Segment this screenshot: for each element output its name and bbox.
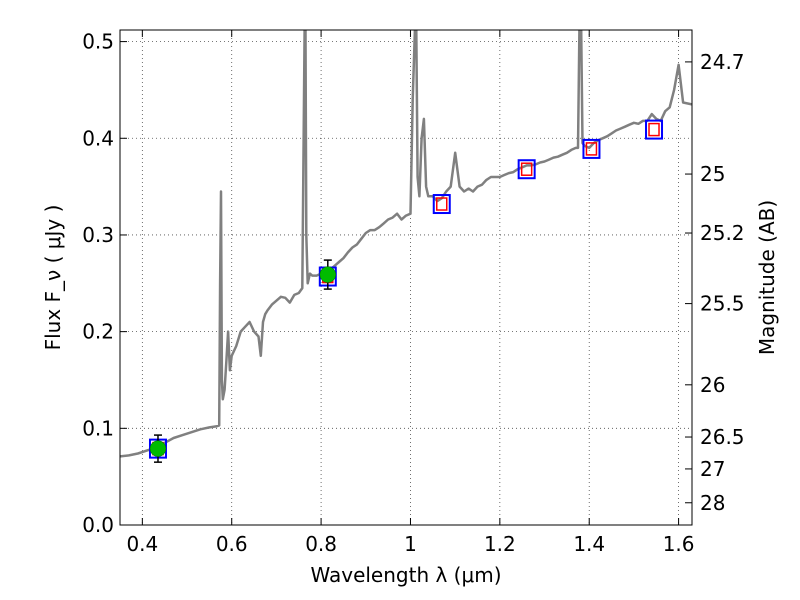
y-tick-label: 0.4 xyxy=(82,126,114,150)
y-tick-label: 0.1 xyxy=(82,416,114,440)
x-tick-label: 1 xyxy=(404,532,417,556)
y2-tick-label: 27 xyxy=(700,457,725,481)
x-axis-label: Wavelength λ (μm) xyxy=(310,563,501,587)
model-sed-series xyxy=(120,30,692,458)
y2-tick-label: 28 xyxy=(700,491,725,515)
observed-photometry-point xyxy=(149,440,167,457)
observed-photometry-point xyxy=(319,266,337,283)
model-photometry-series xyxy=(148,119,664,459)
y2-tick-label: 25 xyxy=(700,162,725,186)
y2-tick-labels: 24.7 25 25.2 25.5 26 26.5 27 28 xyxy=(700,50,745,515)
model-photometry-box xyxy=(645,119,664,140)
x-tick-label: 1.4 xyxy=(573,532,605,556)
y-tick-label: 0.5 xyxy=(82,30,114,54)
x-tick-label: 1.2 xyxy=(484,532,516,556)
model-photometry-marker xyxy=(585,142,598,156)
model-photometry-marker xyxy=(436,197,448,211)
model-photometry-marker xyxy=(520,162,533,176)
x-tick-label: 0.8 xyxy=(305,532,337,556)
y-tick-label: 0.0 xyxy=(82,513,114,537)
axis-ticks xyxy=(120,30,692,526)
x-tick-labels: 0.4 0.6 0.8 1 1.2 1.4 1.6 xyxy=(126,532,694,556)
plot-frame xyxy=(119,29,693,526)
y2-tick-label: 25.2 xyxy=(700,221,745,245)
y-tick-label: 0.3 xyxy=(82,223,114,247)
y-tick-labels: 0.0 0.1 0.2 0.3 0.4 0.5 xyxy=(82,30,114,537)
model-photometry-marker xyxy=(648,122,660,137)
grid-lines xyxy=(120,30,692,526)
y2-tick-label: 26.5 xyxy=(700,425,745,449)
sed-line xyxy=(120,30,692,458)
y-axis-label: Flux F_ν ( μJy ) xyxy=(41,205,65,351)
model-photometry-box xyxy=(517,159,536,180)
y2-tick-label: 25.5 xyxy=(700,292,745,316)
y2-axis-label: Magnitude (AB) xyxy=(755,200,779,355)
x-tick-label: 0.6 xyxy=(216,532,248,556)
x-tick-label: 0.4 xyxy=(126,532,158,556)
y-tick-label: 0.2 xyxy=(82,320,114,344)
y2-tick-label: 24.7 xyxy=(700,50,745,74)
model-photometry-box xyxy=(432,194,451,215)
observed-photometry-series xyxy=(149,259,337,463)
y2-tick-label: 26 xyxy=(700,373,725,397)
model-photometry-box xyxy=(582,138,601,159)
x-tick-label: 1.6 xyxy=(663,532,695,556)
